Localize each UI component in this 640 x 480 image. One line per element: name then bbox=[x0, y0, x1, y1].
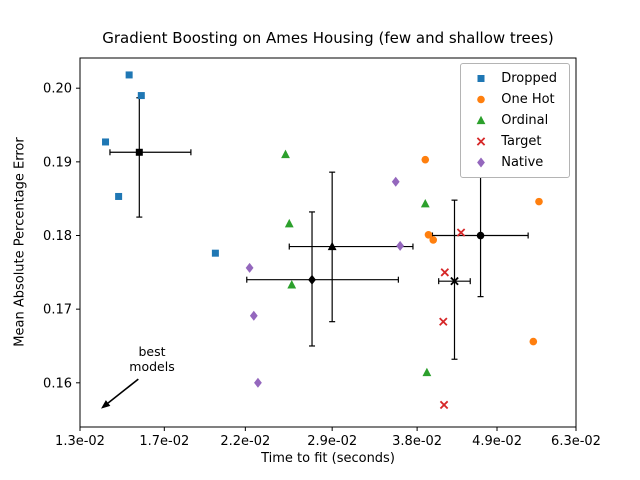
series-native bbox=[245, 176, 405, 388]
series-dropped bbox=[102, 71, 219, 257]
series-one-hot bbox=[421, 155, 543, 346]
mean-point-target bbox=[450, 276, 459, 286]
legend-label: Ordinal bbox=[501, 113, 549, 128]
legend: Dropped One Hot Ordinal Target Native bbox=[460, 63, 570, 178]
y-axis-label: Mean Absolute Percentage Error bbox=[12, 137, 28, 347]
series-ordinal bbox=[281, 149, 432, 377]
y-tick-label: 0.19 bbox=[43, 155, 72, 170]
point-dropped bbox=[102, 138, 110, 146]
x-tick-label: 2.2e-02 bbox=[220, 434, 270, 449]
mean-point-one-hot bbox=[476, 231, 485, 240]
point-ordinal bbox=[287, 280, 297, 289]
mean-point-native bbox=[308, 274, 316, 285]
point-native bbox=[249, 310, 258, 321]
plot-frame bbox=[79, 57, 577, 428]
y-tick-label: 0.17 bbox=[43, 303, 72, 318]
point-one-hot bbox=[429, 236, 438, 244]
point-target bbox=[439, 400, 449, 410]
annotation-best-models: best models bbox=[129, 344, 175, 374]
x-tick-label: 6.3e-02 bbox=[551, 434, 601, 449]
legend-label: Dropped bbox=[501, 71, 557, 86]
point-target bbox=[440, 268, 450, 277]
x-tick-label: 4.9e-02 bbox=[472, 434, 522, 449]
point-one-hot bbox=[424, 230, 433, 239]
legend-marker-x-icon bbox=[476, 137, 486, 146]
y-tick-label: 0.20 bbox=[43, 82, 72, 97]
point-dropped bbox=[211, 249, 219, 257]
series-target bbox=[439, 166, 474, 410]
legend-item-native: Native bbox=[469, 155, 557, 170]
point-one-hot bbox=[529, 337, 538, 346]
errorbar-target bbox=[438, 199, 471, 360]
point-one-hot bbox=[421, 155, 430, 164]
legend-marker-circle-icon bbox=[477, 95, 486, 104]
legend-label: Target bbox=[501, 134, 542, 149]
point-native bbox=[396, 240, 405, 251]
point-ordinal bbox=[281, 149, 290, 159]
point-ordinal bbox=[284, 218, 294, 228]
mean-point-dropped bbox=[135, 148, 143, 156]
chart-title: Gradient Boosting on Ames Housing (few a… bbox=[102, 29, 554, 47]
x-tick-label: 1.3e-02 bbox=[55, 434, 105, 449]
legend-item-one-hot: One Hot bbox=[469, 92, 557, 107]
point-dropped bbox=[137, 92, 145, 100]
legend-marker-diamond-icon bbox=[477, 157, 486, 168]
legend-marker-triangle-icon bbox=[476, 115, 486, 125]
legend-item-ordinal: Ordinal bbox=[469, 113, 557, 128]
x-axis-label: Time to fit (seconds) bbox=[261, 451, 395, 466]
legend-label: Native bbox=[501, 155, 544, 170]
point-ordinal bbox=[420, 199, 430, 208]
y-tick-label: 0.18 bbox=[43, 229, 72, 244]
point-native bbox=[245, 262, 254, 273]
point-ordinal bbox=[422, 367, 432, 377]
point-dropped bbox=[125, 71, 133, 79]
mean-point-ordinal bbox=[327, 241, 337, 251]
y-tick-label: 0.16 bbox=[43, 376, 72, 391]
x-tick-label: 2.9e-02 bbox=[307, 434, 357, 449]
point-native bbox=[254, 377, 262, 388]
point-one-hot bbox=[535, 197, 543, 206]
errorbar-ordinal bbox=[288, 171, 414, 323]
errorbar-native bbox=[246, 211, 399, 347]
legend-item-dropped: Dropped bbox=[469, 71, 557, 86]
annotation-arrow bbox=[107, 378, 139, 404]
point-target bbox=[439, 317, 448, 326]
legend-label: One Hot bbox=[501, 92, 555, 107]
point-native bbox=[391, 176, 400, 187]
x-tick-label: 1.7e-02 bbox=[139, 434, 189, 449]
legend-item-target: Target bbox=[469, 134, 557, 149]
point-target bbox=[456, 228, 466, 237]
annotation-arrowhead bbox=[101, 400, 111, 409]
x-tick-label: 3.8e-02 bbox=[392, 434, 442, 449]
legend-marker-square-icon bbox=[477, 75, 485, 82]
point-dropped bbox=[115, 192, 123, 200]
